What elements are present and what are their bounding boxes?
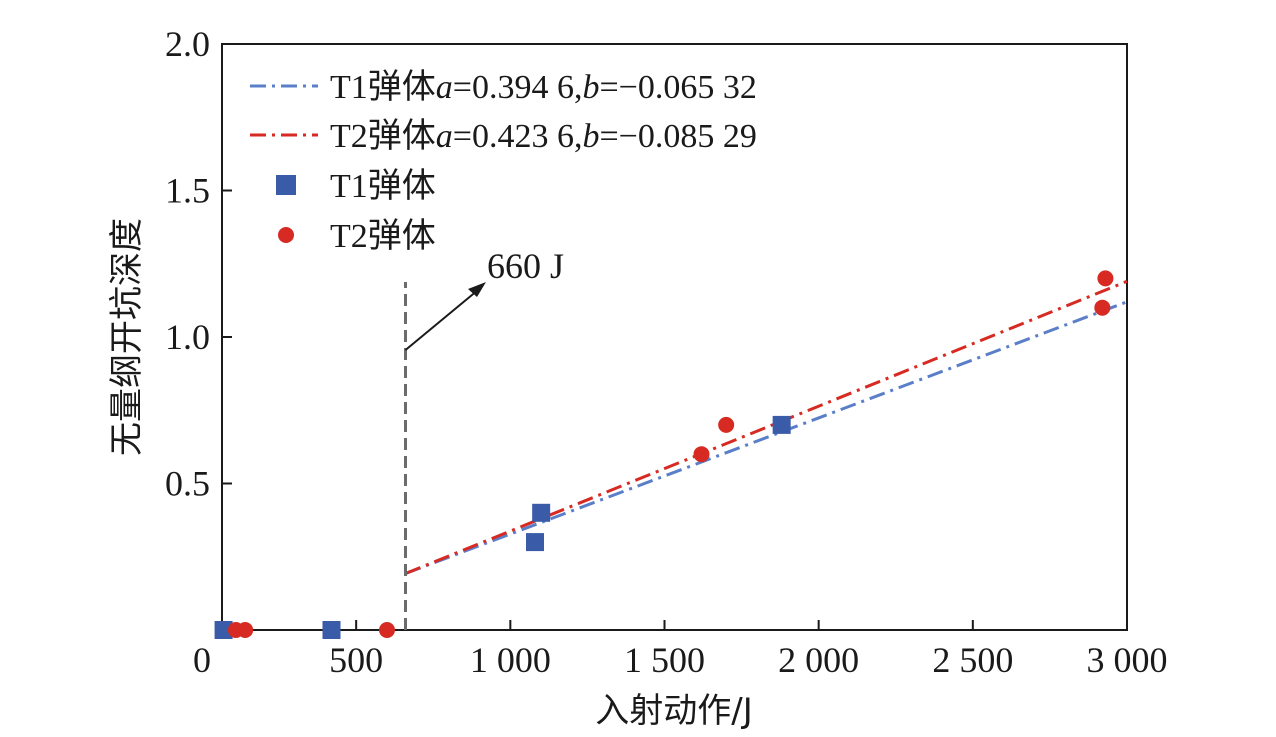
legend-label: T2弹体	[330, 217, 436, 255]
legend-label: T1弹体	[330, 167, 436, 205]
x-tick-label: 2 500	[932, 640, 1013, 680]
legend-label: T1弹体a=0.394 6,b=−0.065 32	[330, 68, 757, 106]
threshold-annotation: 660 J	[404, 246, 564, 630]
fit-lines	[404, 279, 1128, 575]
data-point-t2	[718, 416, 735, 433]
data-point-t2	[693, 446, 710, 463]
legend-circle-swatch	[278, 227, 294, 243]
data-point-t2	[1097, 270, 1114, 287]
x-tick-label: 1 000	[470, 640, 551, 680]
legend-label: T2弹体a=0.423 6,b=−0.085 29	[330, 117, 757, 155]
legend-square-swatch	[276, 175, 296, 195]
y-axis-label: 无量纲开坑深度	[107, 218, 147, 456]
data-point-t1	[532, 503, 551, 522]
fit-line	[404, 300, 1128, 575]
x-axis-label: 入射动作/J	[595, 691, 752, 731]
x-tick-label: 1 500	[624, 640, 705, 680]
axis-ticks: 0 500 1 000 1 500 2 000 2 500 3 000 0.5 1.0 1.5 2.…	[165, 24, 1168, 680]
data-point-t2	[1094, 299, 1111, 316]
x-tick-label: 3 000	[1087, 640, 1168, 680]
data-point-t1	[214, 621, 233, 639]
annotation-arrowhead	[468, 282, 486, 297]
data-point-t2	[237, 622, 254, 638]
x-tick-label: 2 000	[778, 640, 859, 680]
data-point-t2	[379, 622, 395, 638]
data-point-t1	[322, 621, 341, 639]
data-point-t1	[772, 415, 791, 434]
x-tick-label: 0	[193, 640, 211, 680]
y-tick-label: 1.0	[165, 317, 210, 357]
annotation-label: 660 J	[487, 246, 564, 286]
y-tick-label: 2.0	[165, 24, 210, 64]
annotation-arrow	[404, 289, 479, 351]
fit-line	[404, 279, 1128, 575]
y-tick-label: 1.5	[165, 171, 210, 211]
data-point-t1	[526, 533, 544, 552]
x-tick-label: 500	[329, 640, 383, 680]
legend: T1弹体a=0.394 6,b=−0.065 32 T2弹体a=0.423 6,b…	[250, 68, 757, 255]
data-points	[214, 270, 1114, 639]
y-tick-label: 0.5	[165, 464, 210, 504]
